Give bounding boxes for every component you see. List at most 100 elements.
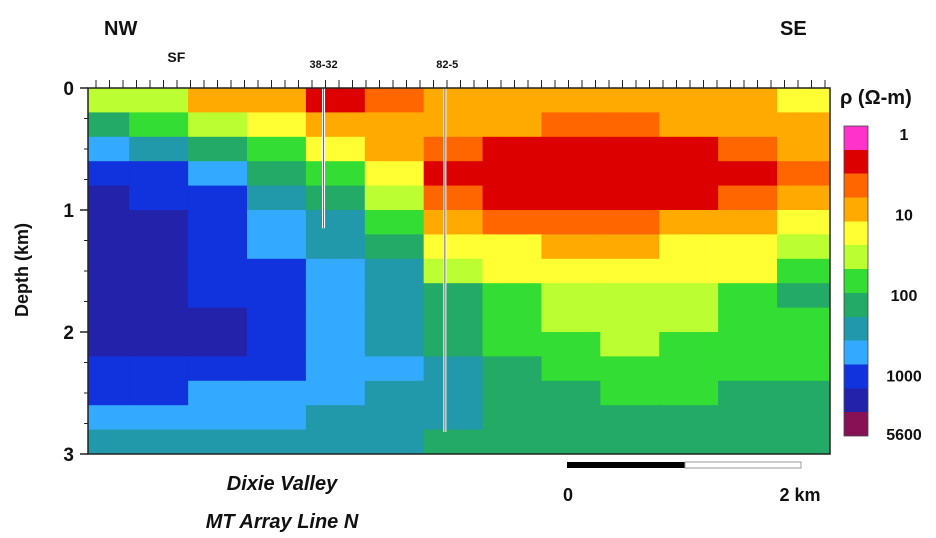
heatmap-cell bbox=[659, 234, 719, 260]
heatmap-cell bbox=[247, 88, 307, 113]
heatmap-cell bbox=[423, 332, 484, 357]
heatmap-cell bbox=[777, 234, 830, 260]
heatmap-cell bbox=[247, 405, 307, 431]
heatmap-cell bbox=[129, 136, 189, 162]
heatmap-cell bbox=[777, 380, 830, 406]
heatmap-cell bbox=[88, 283, 130, 309]
colorbar bbox=[843, 125, 869, 437]
station-ticks bbox=[95, 80, 826, 88]
heatmap-cell bbox=[305, 136, 366, 162]
heatmap-cell bbox=[600, 258, 660, 284]
heatmap-cell bbox=[541, 307, 601, 333]
heatmap-cell bbox=[364, 380, 425, 406]
colorbar-label: ρ (Ω-m) bbox=[840, 87, 912, 109]
heatmap-cell bbox=[659, 405, 719, 431]
heatmap-cell bbox=[188, 356, 248, 382]
heatmap-cell bbox=[541, 234, 601, 260]
heatmap-cell bbox=[718, 405, 778, 431]
heatmap-cell bbox=[305, 429, 366, 454]
heatmap-cell bbox=[482, 356, 543, 382]
depth-axis: 0 1 2 3 bbox=[63, 79, 88, 466]
heatmap-cell bbox=[482, 185, 543, 211]
station-label: 38-32 bbox=[309, 59, 337, 71]
heatmap-cell bbox=[88, 161, 130, 187]
heatmap-cell bbox=[247, 429, 307, 454]
heatmap-cell bbox=[777, 136, 830, 162]
heatmap-cell bbox=[659, 210, 719, 235]
depth-axis-label: Depth (km) bbox=[12, 223, 32, 317]
heatmap-cell bbox=[541, 185, 601, 211]
heatmap-cell bbox=[364, 307, 425, 333]
heatmap-cell bbox=[600, 161, 660, 187]
heatmap-cell bbox=[305, 258, 366, 284]
heatmap-cell bbox=[88, 405, 130, 431]
heatmap-cell bbox=[305, 112, 366, 138]
heatmap-cell bbox=[88, 88, 130, 113]
heatmap-cell bbox=[659, 185, 719, 211]
station-label: SF bbox=[167, 49, 185, 65]
heatmap-cell bbox=[482, 307, 543, 333]
heatmap-cell bbox=[188, 88, 248, 113]
heatmap-cell bbox=[659, 112, 719, 138]
heatmap-cell bbox=[423, 283, 484, 309]
heatmap-cell bbox=[541, 356, 601, 382]
heatmap-cell bbox=[188, 429, 248, 454]
heatmap-cell bbox=[541, 88, 601, 113]
heatmap-cell bbox=[600, 405, 660, 431]
heatmap-cell bbox=[423, 88, 484, 113]
heatmap-cell bbox=[88, 210, 130, 235]
heatmap-cell bbox=[247, 185, 307, 211]
heatmap-cell bbox=[88, 258, 130, 284]
heatmap-cell bbox=[482, 136, 543, 162]
heatmap-cell bbox=[129, 185, 189, 211]
heatmap-cell bbox=[718, 429, 778, 454]
heatmap-cell bbox=[718, 185, 778, 211]
heatmap-cell bbox=[423, 136, 484, 162]
heatmap-cell bbox=[718, 136, 778, 162]
heatmap-cell bbox=[129, 161, 189, 187]
heatmap-cell bbox=[777, 112, 830, 138]
heatmap-cell bbox=[482, 332, 543, 357]
heatmap-cell bbox=[129, 283, 189, 309]
scale-bar: 0 2 km bbox=[563, 461, 821, 505]
depth-tick-label: 1 bbox=[63, 201, 74, 222]
heatmap-cell bbox=[659, 88, 719, 113]
heatmap-cell bbox=[88, 136, 130, 162]
heatmap-cell bbox=[423, 185, 484, 211]
heatmap-cell bbox=[718, 112, 778, 138]
heatmap-cell bbox=[88, 380, 130, 406]
heatmap-cell bbox=[364, 283, 425, 309]
heatmap-cell bbox=[777, 283, 830, 309]
direction-label-left: NW bbox=[104, 18, 137, 40]
heatmap-cell bbox=[777, 258, 830, 284]
colorbar-tick-label: 100 bbox=[891, 288, 918, 305]
heatmap-cell bbox=[423, 307, 484, 333]
heatmap-cell bbox=[718, 307, 778, 333]
heatmap-cell bbox=[659, 258, 719, 284]
heatmap-cell bbox=[247, 234, 307, 260]
scale-bar-start-label: 0 bbox=[563, 485, 573, 505]
heatmap-cell bbox=[777, 332, 830, 357]
heatmap-cell bbox=[541, 258, 601, 284]
heatmap-cell bbox=[88, 112, 130, 138]
scale-bar-end-label: 2 km bbox=[779, 485, 820, 505]
heatmap-cell bbox=[423, 405, 484, 431]
heatmap-cell bbox=[482, 161, 543, 187]
heatmap-cell bbox=[777, 210, 830, 235]
heatmap-cell bbox=[305, 380, 366, 406]
heatmap-cell bbox=[659, 161, 719, 187]
heatmap-cell bbox=[482, 258, 543, 284]
heatmap-cell bbox=[305, 185, 366, 211]
heatmap-cell bbox=[541, 405, 601, 431]
colorbar-tick-labels: 1 10 100 1000 5600 bbox=[886, 127, 922, 444]
heatmap-cell bbox=[129, 405, 189, 431]
heatmap-cell bbox=[129, 112, 189, 138]
heatmap-cell bbox=[188, 136, 248, 162]
heatmap-cell bbox=[659, 380, 719, 406]
heatmap-cell bbox=[541, 380, 601, 406]
heatmap-cell bbox=[482, 112, 543, 138]
heatmap-cell bbox=[718, 88, 778, 113]
heatmap-cell bbox=[188, 161, 248, 187]
heatmap-cell bbox=[482, 210, 543, 235]
